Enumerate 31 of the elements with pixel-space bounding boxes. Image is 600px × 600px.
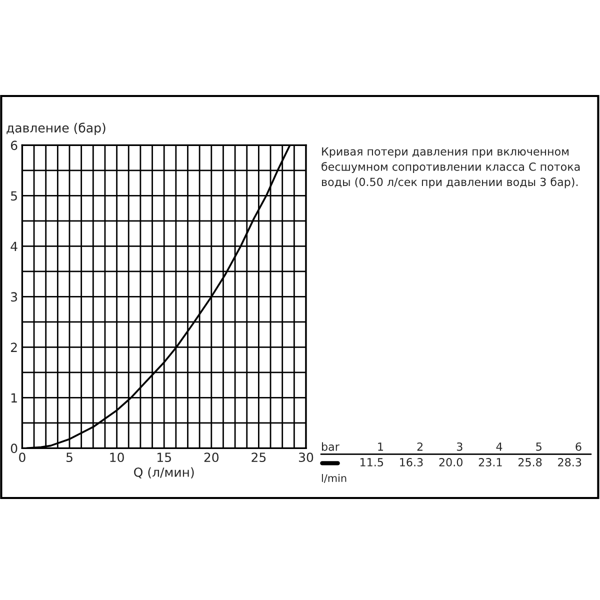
x-tick-label: 25 — [252, 452, 266, 462]
y-tick-label: 0 — [10, 444, 18, 454]
text: 11.5 — [360, 458, 384, 466]
x-tick-label: 5 — [66, 452, 72, 462]
x-tick-label: 10 — [110, 452, 124, 462]
text: 1 — [378, 442, 383, 451]
text: 2 — [417, 442, 422, 451]
y-tick-label: 6 — [10, 140, 18, 150]
text: Кривая потери давления при включенном бесшумном сопротивлении класса С потока воды (0.50 л/сек при давлении воды 3 бар). — [322, 147, 580, 188]
y-axis-title: давление (бар) — [6, 122, 106, 135]
y-tick-label: 1 — [11, 393, 17, 402]
y-tick-label: 4 — [10, 242, 18, 251]
text: 23.1 — [478, 458, 502, 466]
x-axis-title: Q (л/мин) — [134, 467, 194, 478]
x-tick-label: 20 — [204, 452, 219, 462]
y-tick-label: 5 — [11, 191, 17, 201]
y-tick-label: 3 — [11, 292, 18, 302]
x-tick-label: 30 — [299, 452, 314, 462]
x-tick-label: 15 — [158, 452, 171, 462]
text: 20.0 — [439, 458, 462, 466]
text: bar — [322, 442, 340, 451]
x-tick-label: 0 — [19, 452, 26, 462]
text: 25.8 — [518, 458, 542, 466]
text: 4 — [496, 442, 502, 451]
text: 6 — [576, 442, 582, 451]
text: 5 — [536, 442, 542, 451]
text: 28.3 — [558, 458, 582, 466]
y-tick-label: 2 — [10, 342, 17, 352]
text: 3 — [456, 442, 462, 451]
text: l/min — [322, 474, 346, 483]
text: 16.3 — [400, 458, 423, 466]
